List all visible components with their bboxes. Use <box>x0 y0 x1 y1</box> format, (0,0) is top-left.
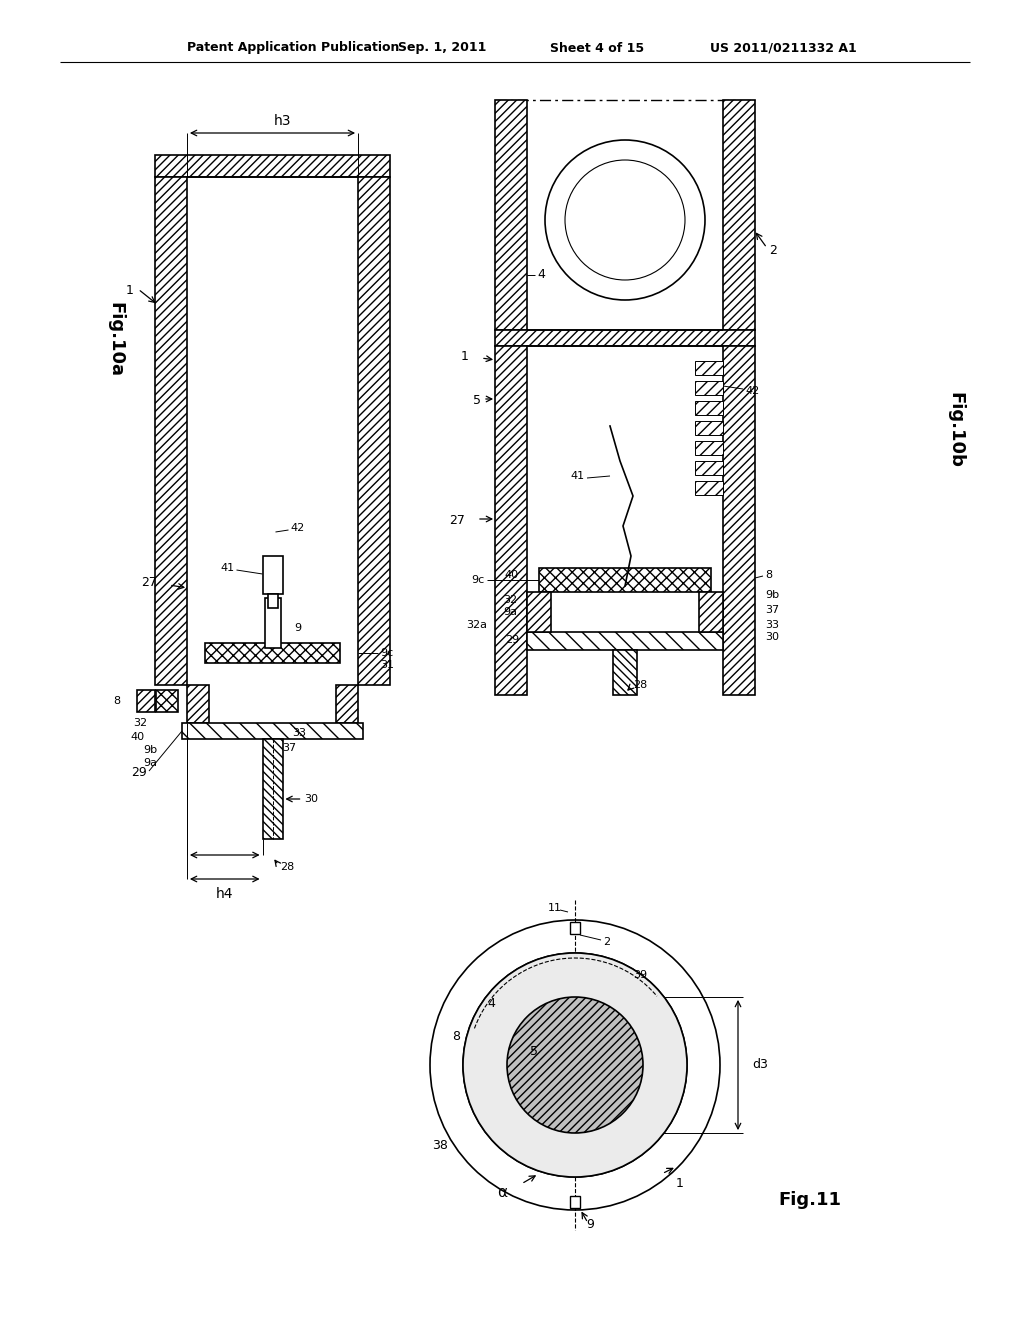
Text: Fig.10a: Fig.10a <box>106 302 124 378</box>
Circle shape <box>507 997 643 1133</box>
Text: h3: h3 <box>273 114 291 128</box>
Text: 5: 5 <box>530 1045 539 1057</box>
Text: Fig.11: Fig.11 <box>778 1191 842 1209</box>
Text: 39: 39 <box>633 970 647 979</box>
Text: 30: 30 <box>765 632 779 642</box>
Bar <box>262 556 283 594</box>
Text: 33: 33 <box>765 620 779 630</box>
Bar <box>155 154 390 177</box>
Text: 32: 32 <box>133 718 147 729</box>
Text: 9: 9 <box>295 623 302 634</box>
Bar <box>495 346 527 696</box>
Text: 5: 5 <box>473 395 481 408</box>
Bar <box>267 594 278 609</box>
Bar <box>695 360 723 375</box>
Bar <box>156 690 178 711</box>
Text: 1: 1 <box>676 1177 683 1191</box>
Text: 40: 40 <box>505 570 519 579</box>
Text: 9b: 9b <box>765 590 779 601</box>
Bar <box>182 723 362 739</box>
Text: 32a: 32a <box>466 620 487 630</box>
Bar <box>695 441 723 455</box>
Bar <box>137 690 155 711</box>
Text: US 2011/0211332 A1: US 2011/0211332 A1 <box>710 41 857 54</box>
Bar <box>695 401 723 414</box>
Text: 27: 27 <box>450 515 465 528</box>
Text: 8: 8 <box>453 1030 460 1043</box>
Circle shape <box>545 140 705 300</box>
Text: Fig.10b: Fig.10b <box>946 392 964 467</box>
Text: 38: 38 <box>432 1139 449 1152</box>
Bar <box>358 177 390 685</box>
Bar <box>723 100 755 330</box>
Bar <box>187 685 209 723</box>
Text: 4: 4 <box>487 997 495 1010</box>
Bar <box>527 632 723 649</box>
Text: 8: 8 <box>765 570 772 579</box>
Bar <box>695 381 723 395</box>
Text: 9a: 9a <box>143 758 157 768</box>
Bar <box>155 177 187 685</box>
Text: 1: 1 <box>461 350 469 363</box>
Circle shape <box>565 160 685 280</box>
Bar <box>495 330 755 346</box>
Text: 27: 27 <box>141 577 157 590</box>
Text: 4: 4 <box>537 268 545 281</box>
Text: 9: 9 <box>586 1218 594 1232</box>
Bar <box>723 346 755 696</box>
Text: 9b: 9b <box>143 744 157 755</box>
Bar <box>695 461 723 475</box>
Bar <box>527 591 551 632</box>
Text: 37: 37 <box>765 605 779 615</box>
Text: 8: 8 <box>113 696 120 706</box>
Text: 2: 2 <box>603 937 610 946</box>
Text: 42: 42 <box>291 523 305 533</box>
Text: 41: 41 <box>570 471 585 480</box>
Text: 30: 30 <box>304 795 318 804</box>
Text: α: α <box>498 1185 508 1200</box>
Bar <box>613 649 637 696</box>
Bar <box>570 921 580 935</box>
Text: 2: 2 <box>769 243 777 256</box>
Bar <box>695 480 723 495</box>
Text: 42: 42 <box>745 385 759 396</box>
Bar <box>699 591 723 632</box>
Bar <box>205 643 340 663</box>
Text: 28: 28 <box>633 680 647 690</box>
Text: 29: 29 <box>505 635 519 645</box>
Bar <box>495 100 527 330</box>
Bar <box>539 568 711 591</box>
Circle shape <box>463 953 687 1177</box>
Text: 28: 28 <box>281 862 295 873</box>
Text: d3: d3 <box>752 1059 768 1072</box>
Text: 41: 41 <box>220 564 234 573</box>
Text: 9a: 9a <box>503 607 517 616</box>
Bar <box>336 685 358 723</box>
Text: 29: 29 <box>131 767 147 780</box>
Text: 33: 33 <box>293 729 306 738</box>
Text: 40: 40 <box>131 733 145 742</box>
Text: 31: 31 <box>380 660 394 671</box>
Text: 9c: 9c <box>472 576 485 585</box>
Bar <box>570 1196 580 1208</box>
Text: h4: h4 <box>216 887 233 902</box>
Text: 9c: 9c <box>380 648 393 657</box>
Text: 11: 11 <box>548 903 562 913</box>
Text: 37: 37 <box>283 743 297 752</box>
Text: Patent Application Publication: Patent Application Publication <box>187 41 399 54</box>
Circle shape <box>430 920 720 1210</box>
Text: 1: 1 <box>126 284 134 297</box>
Text: 32: 32 <box>503 595 517 605</box>
Text: Sep. 1, 2011: Sep. 1, 2011 <box>398 41 486 54</box>
Bar <box>264 598 281 648</box>
Text: Sheet 4 of 15: Sheet 4 of 15 <box>550 41 644 54</box>
Bar <box>695 421 723 436</box>
Bar <box>262 739 283 840</box>
